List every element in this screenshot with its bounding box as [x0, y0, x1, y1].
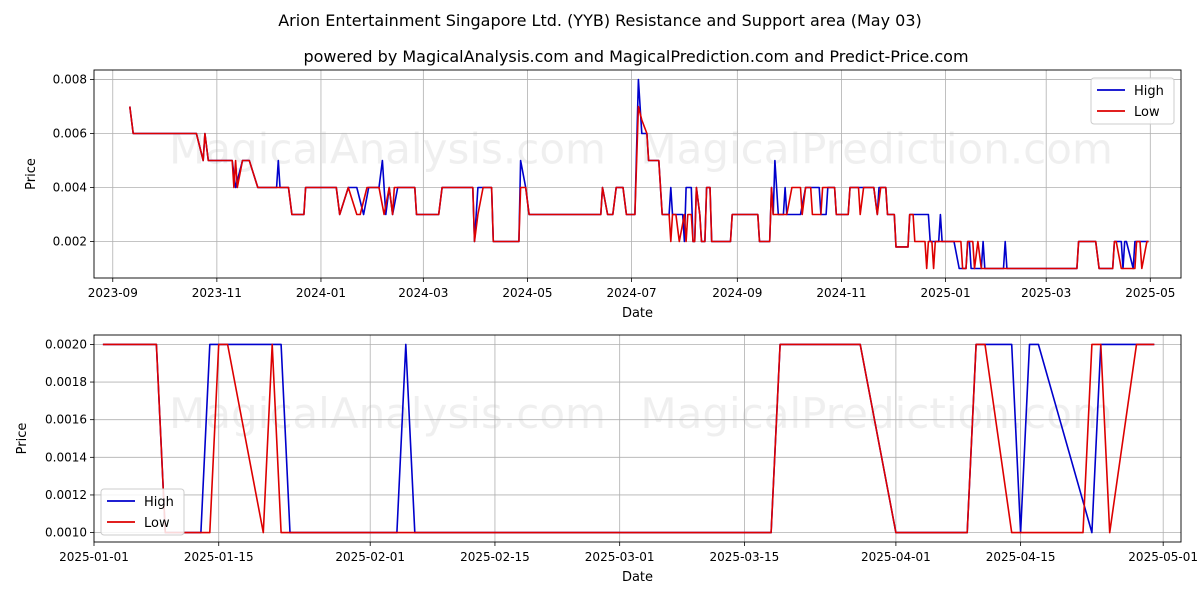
legend: High Low: [1090, 77, 1175, 125]
x-tick-label: 2025-01-15: [184, 550, 254, 564]
legend-label-low: Low: [1134, 105, 1160, 120]
x-tick-label: 2025-03: [1021, 286, 1071, 300]
watermark-text: MagicalPrediction.com: [640, 125, 1113, 174]
x-tick-label: 2025-04-15: [986, 550, 1056, 564]
x-tick-label: 2024-01: [296, 286, 346, 300]
y-axis-label: Price: [15, 423, 30, 455]
y-tick-label: 0.0020: [45, 337, 87, 351]
y-tick-label: 0.0010: [45, 526, 87, 540]
x-axis-label: Date: [622, 570, 653, 585]
y-axis-label: Price: [24, 158, 39, 190]
legend-label-low: Low: [144, 516, 170, 531]
y-tick-label: 0.0014: [45, 450, 87, 464]
x-tick-label: 2025-05-01: [1128, 550, 1198, 564]
axes-frame: [93, 334, 1182, 543]
y-tick-label: 0.0016: [45, 413, 87, 427]
y-tick-label: 0.004: [53, 181, 87, 195]
series-line-low: [129, 105, 1149, 270]
x-tick-label: 2025-01-01: [59, 550, 129, 564]
y-tick-label: 0.002: [53, 235, 87, 249]
y-tick-label: 0.0012: [45, 488, 87, 502]
y-tick-label: 0.008: [53, 72, 87, 86]
bottom-chart-panel: MagicalAnalysis.com MagicalPrediction.com…: [15, 334, 1198, 585]
legend-label-high: High: [1134, 84, 1164, 99]
legend-label-high: High: [144, 495, 174, 510]
x-tick-label: 2024-11: [816, 286, 866, 300]
series-line-low: [102, 343, 1155, 534]
x-tick-label: 2024-05: [502, 286, 552, 300]
x-tick-label: 2023-11: [192, 286, 242, 300]
x-tick-label: 2025-01: [920, 286, 970, 300]
top-chart-panel: MagicalAnalysis.com MagicalPrediction.com…: [24, 69, 1182, 321]
x-tick-label: 2025-02-15: [460, 550, 530, 564]
chart-subtitle: powered by MagicalAnalysis.com and Magic…: [303, 47, 968, 66]
x-tick-label: 2025-02-01: [335, 550, 405, 564]
legend: High Low: [100, 488, 185, 536]
x-tick-label: 2024-07: [606, 286, 656, 300]
x-axis-label: Date: [622, 306, 653, 321]
x-tick-label: 2024-03: [398, 286, 448, 300]
y-tick-label: 0.0018: [45, 375, 87, 389]
watermark-text: MagicalAnalysis.com: [169, 389, 606, 438]
x-tick-label: 2025-04-01: [861, 550, 931, 564]
axes-frame: [93, 69, 1182, 279]
grid-lines: [94, 70, 1181, 278]
x-tick-label: 2025-05: [1125, 286, 1175, 300]
x-tick-label: 2024-09: [712, 286, 762, 300]
chart-title: Arion Entertainment Singapore Ltd. (YYB)…: [278, 11, 922, 30]
x-tick-label: 2023-09: [88, 286, 138, 300]
y-tick-label: 0.006: [53, 126, 87, 140]
x-tick-label: 2025-03-01: [585, 550, 655, 564]
x-tick-label: 2025-03-15: [710, 550, 780, 564]
